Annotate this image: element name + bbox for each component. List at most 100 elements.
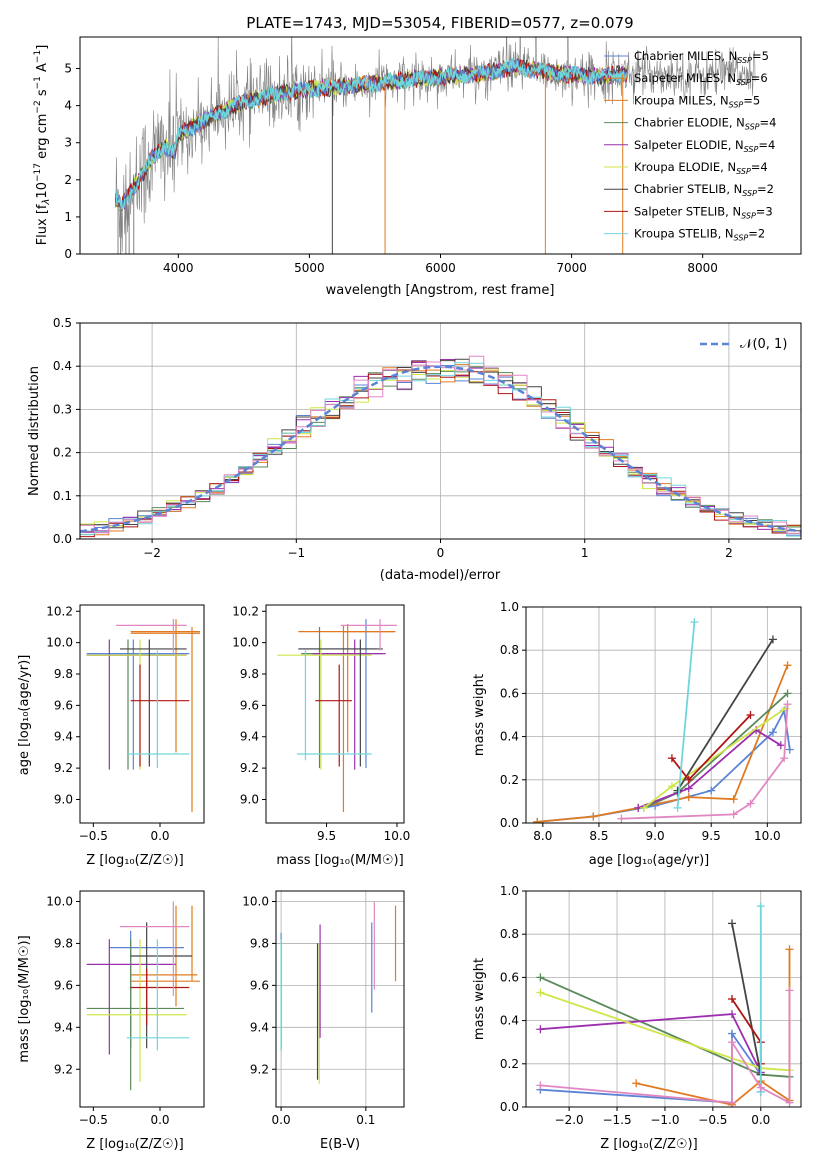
panel-frame	[265, 604, 405, 824]
legend-label: Chabrier ELODIE, NSSP=4	[634, 116, 776, 132]
y-tick-label: 9.8	[54, 936, 73, 950]
panel-marks	[533, 618, 794, 823]
x-tick-label: 9.5	[702, 829, 721, 843]
legend-label: Kroupa MILES, NSSP=5	[634, 93, 760, 109]
legend-label: Salpeter STELIB, NSSP=3	[634, 204, 773, 220]
y-tick-label: 0.5	[53, 316, 72, 330]
residuals-plot-area	[80, 355, 801, 538]
y-tick-label: 4	[64, 99, 72, 113]
y-tick-label: 0.6	[500, 970, 519, 984]
y-tick-label: 0.2	[500, 1057, 519, 1071]
legend-label: Chabrier MILES, NSSP=5	[634, 49, 769, 65]
panel-marks	[86, 619, 200, 813]
y-tick-label: 1	[64, 210, 72, 224]
spectrum-lines	[114, 37, 756, 254]
y-tick-label: 9.0	[240, 792, 259, 806]
x-tick-label: −0.5	[79, 1113, 108, 1127]
spectrum-ylabel: Flux [fλ10−17 erg cm−2 s−1 A−1]	[33, 45, 52, 246]
age-vs-metallicity-panel: −0.5 0.0 9.0 9.2 9.4 9.6 9.8 10.0 10.2	[46, 604, 205, 843]
series-line-chab_stelib	[731, 923, 762, 1075]
y-tick-label: 9.8	[54, 667, 73, 681]
x-tick-label: 2	[725, 546, 733, 560]
mass-vs-ebv-xlabel: E(B-V)	[320, 1137, 360, 1152]
y-tick-label: 0.0	[53, 532, 72, 546]
histogram-pink	[80, 355, 801, 536]
histogram-lines	[80, 355, 801, 538]
y-tick-label: 5	[64, 62, 72, 76]
x-tick-label: −1	[287, 546, 305, 560]
model-spectrum-chab_miles	[115, 59, 627, 209]
x-tick-label: 5000	[294, 261, 325, 275]
massweight-vs-age-panel: 8.0 8.5 9.0 9.5 10.0 0.0 0.2 0.4 0.6 0.8 1.0	[500, 600, 802, 843]
spectrum-axes: 4000 5000 6000 7000 8000 0 1 2 3 4 5	[64, 62, 718, 275]
age-vs-Z-ylabel: age [log₁₀(age/yr)]	[17, 655, 32, 776]
series-line-pink	[540, 990, 791, 1105]
mw-vs-Z-ylabel: mass weight	[472, 958, 487, 1040]
x-tick-label: 1	[581, 546, 589, 560]
x-tick-label: 0.1	[356, 1113, 375, 1127]
x-tick-label: −1.0	[650, 1113, 679, 1127]
y-tick-label: 9.8	[250, 936, 269, 950]
panel-frame	[79, 604, 205, 824]
mw-vs-age-xlabel: age [log₁₀(age/yr)]	[589, 853, 710, 868]
y-tick-label: 10.2	[232, 604, 259, 618]
residuals-axes: −2 −1 0 1 2 0.0 0.1 0.2 0.3 0.4 0.5	[53, 316, 733, 560]
y-tick-label: 9.2	[54, 761, 73, 775]
y-tick-label: 9.6	[240, 698, 259, 712]
y-tick-label: 10.0	[232, 636, 259, 650]
y-tick-label: 10.0	[242, 894, 269, 908]
y-tick-label: 9.6	[54, 978, 73, 992]
y-tick-label: 0.0	[500, 1100, 519, 1114]
x-tick-label: 7000	[556, 261, 587, 275]
legend-label: Chabrier STELIB, NSSP=2	[634, 182, 774, 198]
x-tick-label: 10.0	[754, 829, 781, 843]
x-tick-label: 0.0	[150, 1113, 169, 1127]
y-tick-label: 0.2	[500, 773, 519, 787]
panel-marks	[280, 901, 397, 1084]
panel-frame	[275, 890, 405, 1108]
panel-frame	[525, 606, 802, 824]
x-tick-label: 0.0	[272, 1113, 291, 1127]
y-tick-label: 9.2	[54, 1062, 73, 1076]
panel-marks	[536, 902, 794, 1107]
y-tick-label: 9.6	[250, 978, 269, 992]
y-tick-label: 10.0	[46, 636, 73, 650]
age-vs-mass-panel: 9.5 10.0 9.0 9.2 9.4 9.6 9.8 10.0 10.2	[232, 604, 410, 843]
y-tick-label: 0.8	[500, 927, 519, 941]
y-tick-label: 9.6	[54, 698, 73, 712]
y-tick-label: 0.8	[500, 643, 519, 657]
legend-label: Salpeter ELODIE, NSSP=4	[634, 138, 775, 154]
spectrum-plot-area	[114, 37, 756, 254]
y-tick-label: 0	[64, 247, 72, 261]
x-tick-label: 6000	[425, 261, 456, 275]
x-tick-label: 8.0	[533, 829, 552, 843]
x-tick-label: 0.0	[751, 1113, 770, 1127]
x-tick-label: 8000	[687, 261, 718, 275]
residuals-xlabel: (data-model)/error	[380, 568, 501, 583]
y-tick-label: 9.0	[54, 792, 73, 806]
y-tick-label: 0.0	[500, 816, 519, 830]
mw-vs-Z-xlabel: Z [log₁₀(Z/Z☉)]	[600, 1137, 697, 1152]
spectrum-title: PLATE=1743, MJD=53054, FIBERID=0577, z=0…	[246, 14, 633, 32]
x-tick-label: 9.0	[646, 829, 665, 843]
mass-vs-Z-xlabel: Z [log₁₀(Z/Z☉)]	[86, 1137, 183, 1152]
panel-frame	[525, 890, 802, 1108]
spectrum-panel: PLATE=1743, MJD=53054, FIBERID=0577, z=0…	[33, 14, 802, 298]
x-tick-label: 8.5	[589, 829, 608, 843]
age-vs-mass-xlabel: mass [log₁₀(M/M☉)]	[276, 853, 403, 868]
spectrum-xlabel: wavelength [Angstrom, rest frame]	[326, 283, 555, 298]
panel-marks	[86, 901, 200, 1091]
y-tick-label: 10.0	[46, 894, 73, 908]
mass-vs-Z-ylabel: mass [log₁₀(M/M☉)]	[17, 935, 32, 1062]
y-tick-label: 3	[64, 136, 72, 150]
y-tick-label: 1.0	[500, 600, 519, 614]
y-tick-label: 0.3	[53, 402, 72, 416]
x-tick-label: −1.5	[602, 1113, 631, 1127]
gaussian-curve	[80, 365, 801, 533]
y-tick-label: 9.8	[240, 667, 259, 681]
mw-vs-age-ylabel: mass weight	[472, 674, 487, 756]
massweight-vs-metallicity-panel: −2.0 −1.5 −1.0 −0.5 0.0 0.0 0.2 0.4 0.6 0.8 1.0	[500, 884, 802, 1127]
y-tick-label: 9.4	[54, 730, 73, 744]
series-line-krou_stelib	[676, 622, 696, 808]
gaussian-legend-label: 𝒩(0, 1)	[740, 337, 787, 352]
